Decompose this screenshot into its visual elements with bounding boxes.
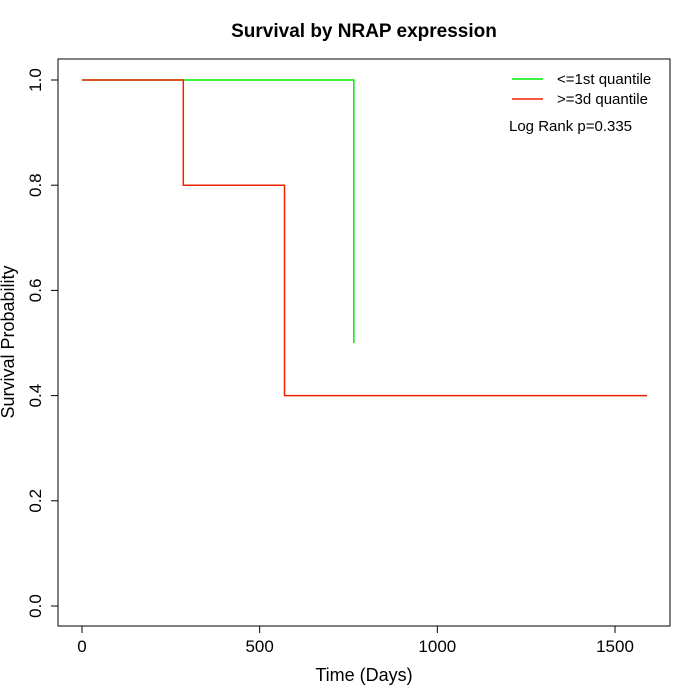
survival-curve-2 bbox=[82, 79, 647, 397]
legend-label-1: <=1st quantile bbox=[557, 71, 651, 88]
x-axis-label: Time (Days) bbox=[315, 665, 412, 685]
legend-label-2: >=3d quantile bbox=[557, 91, 648, 108]
legend: <=1st quantile >=3d quantile bbox=[512, 71, 651, 108]
chart-title: Survival by NRAP expression bbox=[231, 21, 497, 42]
x-tick-label: 0 bbox=[77, 637, 86, 656]
y-tick-label: 0.6 bbox=[26, 279, 45, 303]
plot-area bbox=[82, 79, 647, 397]
y-tick-label: 0.0 bbox=[26, 594, 45, 618]
log-rank-annotation: Log Rank p=0.335 bbox=[509, 118, 632, 135]
axes: 0 500 1000 1500 0.0 0.2 0.4 0.6 0.8 1.0 bbox=[26, 58, 671, 656]
x-tick-label: 1000 bbox=[418, 637, 456, 656]
x-tick-label: 1500 bbox=[596, 637, 634, 656]
y-tick-label: 0.4 bbox=[26, 384, 45, 408]
y-axis-label: Survival Probability bbox=[0, 265, 18, 418]
y-tick-label: 0.8 bbox=[26, 173, 45, 197]
survival-curve-1 bbox=[82, 79, 355, 343]
plot-frame bbox=[57, 58, 671, 627]
y-tick-label: 0.2 bbox=[26, 489, 45, 513]
x-tick-label: 500 bbox=[245, 637, 273, 656]
y-tick-label: 1.0 bbox=[26, 68, 45, 92]
